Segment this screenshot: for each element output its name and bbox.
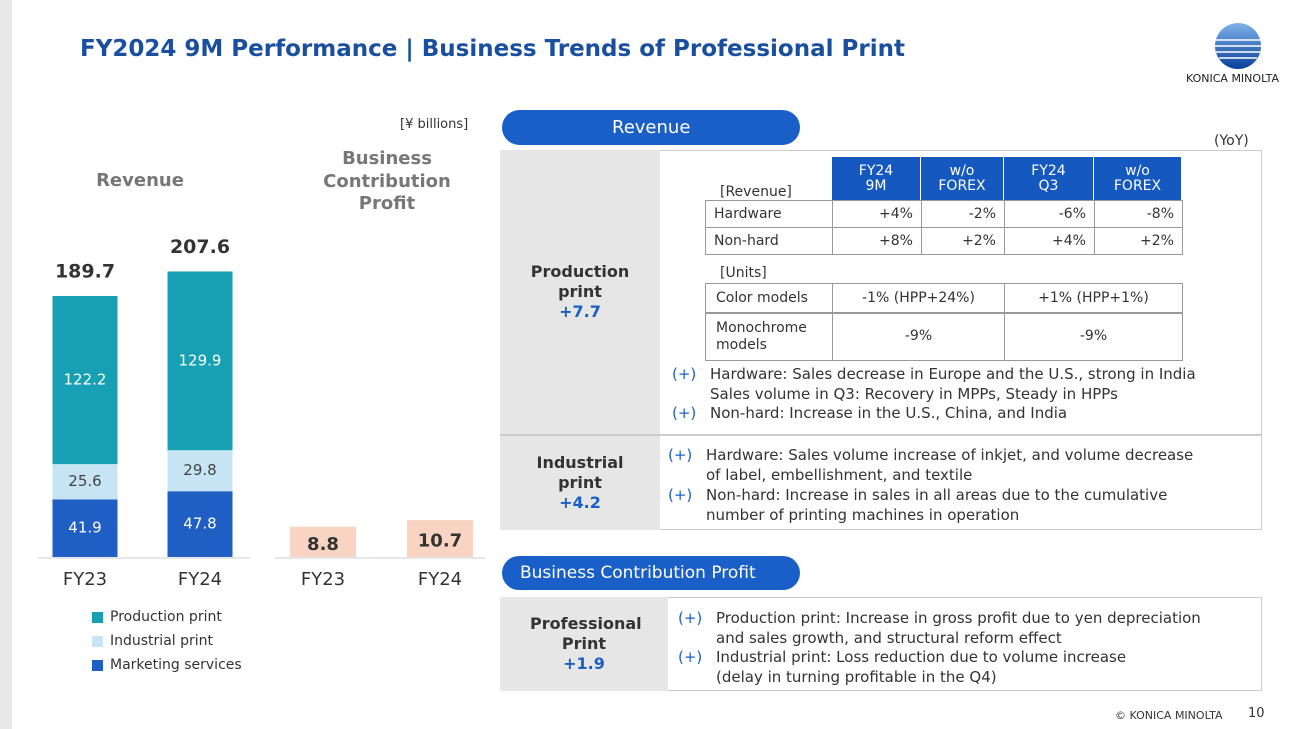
segment-cell: [500, 597, 668, 691]
bullet-text: and sales growth, and structural reform …: [716, 628, 1062, 647]
bullet-text: Sales volume in Q3: Recovery in MPPs, St…: [710, 384, 1118, 403]
bullet-marker: (+): [672, 365, 697, 383]
unit-label: [¥ billions]: [400, 117, 469, 132]
bullet-text: Non-hard: Increase in the U.S., China, a…: [710, 404, 1068, 422]
bar: [290, 526, 356, 557]
segment-label-box: Production print +7.7: [500, 262, 660, 322]
segment-label: 41.9: [68, 519, 101, 537]
page-number: 10: [1248, 706, 1265, 721]
bar-segment: [52, 295, 118, 465]
table-header: FY24 9M: [832, 157, 921, 200]
bullet-text: Industrial print: Loss reduction due to …: [716, 648, 1127, 666]
table-cell: Color models: [705, 283, 833, 314]
table-cell: +1% (HPP+1%): [1004, 283, 1183, 314]
profit-heading: Business Contribution Profit: [502, 556, 800, 590]
segment-name: Production print: [530, 262, 630, 301]
bullet-marker: (+): [672, 404, 697, 422]
logo-mark: [1215, 23, 1261, 69]
table-header: w/o FOREX: [921, 157, 1004, 200]
x-tick-label: FY24: [178, 569, 222, 590]
table-cell: -9%: [1004, 312, 1183, 361]
bullet-text: of label, embellishment, and textile: [706, 466, 973, 484]
logo-text: KONICA MINOLTA: [1186, 72, 1280, 85]
table-header: FY24 Q3: [1004, 157, 1094, 200]
table-cell: -6%: [1004, 200, 1095, 228]
side-strip: [0, 0, 12, 729]
table-cell: -2%: [921, 200, 1005, 228]
table-cell: Non-hard: [705, 227, 833, 255]
bar-segment: [167, 450, 233, 492]
legend-swatch: [92, 660, 103, 671]
table-cell: Hardware: [705, 200, 833, 228]
yoy-label: (YoY): [1214, 133, 1249, 149]
bar-segment: [52, 499, 118, 557]
table-cell: +2%: [1094, 227, 1183, 255]
table-cell: -8%: [1094, 200, 1183, 228]
legend-swatch: [92, 636, 103, 647]
table-cell: +4%: [832, 200, 922, 228]
table-cell: -9%: [832, 312, 1005, 361]
table-label: [Units]: [720, 265, 767, 281]
segment-name: Industrial print: [536, 453, 624, 492]
segment-cell: [500, 436, 660, 530]
segment-name: Professional Print: [530, 614, 642, 653]
bullet-marker: (+): [668, 446, 693, 464]
segment-label: 47.8: [183, 515, 216, 533]
segment-label: 122.2: [64, 371, 107, 389]
bullet-marker: (+): [668, 486, 693, 504]
segment-label: 129.9: [179, 351, 222, 369]
x-tick-label: FY24: [418, 569, 462, 590]
separator: [500, 434, 1262, 436]
legend-label: Production print: [110, 609, 222, 625]
bullet-text: Production print: Increase in gross prof…: [716, 609, 1201, 627]
table-header: w/o FOREX: [1094, 157, 1182, 200]
bar-segment: [52, 464, 118, 500]
segment-change: +4.2: [559, 493, 601, 512]
bar-segment: [167, 491, 233, 557]
chart-title: Revenue: [96, 170, 184, 191]
table-cell: +8%: [832, 227, 922, 255]
x-tick-label: FY23: [301, 569, 345, 590]
bar-label: 10.7: [418, 531, 462, 552]
total-label: 207.6: [170, 236, 230, 258]
bullet-text: Non-hard: Increase in sales in all areas…: [706, 486, 1168, 504]
copyright: © KONICA MINOLTA: [1115, 709, 1223, 722]
total-label: 189.7: [55, 260, 115, 282]
bullet-marker: (+): [678, 648, 703, 666]
segment-change: +7.7: [559, 302, 601, 321]
segment-label-box: Industrial print +4.2: [500, 453, 660, 513]
legend-label: Marketing services: [110, 657, 242, 673]
table-cell: -1% (HPP+24%): [832, 283, 1005, 314]
segment-change: +1.9: [563, 654, 605, 673]
revenue-heading: Revenue: [502, 110, 800, 145]
bar-segment: [167, 271, 233, 451]
bullet-text: Hardware: Sales decrease in Europe and t…: [710, 365, 1196, 383]
chart-title: Business Contribution Profit: [323, 148, 451, 214]
x-tick-label: FY23: [63, 569, 107, 590]
bullet-text: number of printing machines in operation: [706, 506, 1020, 524]
charts: 41.9 25.6 122.2 189.7 FY23 47.8 29.8 129.9 207.6…: [38, 236, 485, 590]
bullet-text: (delay in turning profitable in the Q4): [716, 667, 997, 686]
slide-title: FY2024 9M Performance | Business Trends …: [80, 36, 905, 62]
bullet-text: Hardware: Sales volume increase of inkje…: [706, 446, 1194, 464]
bar: [407, 520, 473, 557]
segment-label: 25.6: [68, 472, 101, 490]
segment-label: 29.8: [183, 461, 216, 479]
bullet-marker: (+): [678, 609, 703, 627]
legend-swatch: [92, 612, 103, 623]
table-label: [Revenue]: [720, 184, 792, 200]
table-cell: +2%: [921, 227, 1005, 255]
legend-label: Industrial print: [110, 633, 214, 649]
segment-label-box: Professional Print +1.9: [500, 614, 668, 674]
bar-label: 8.8: [307, 534, 339, 555]
segment-cell: [500, 150, 660, 434]
table-cell: Monochrome models: [705, 312, 833, 361]
table-cell: +4%: [1004, 227, 1095, 255]
